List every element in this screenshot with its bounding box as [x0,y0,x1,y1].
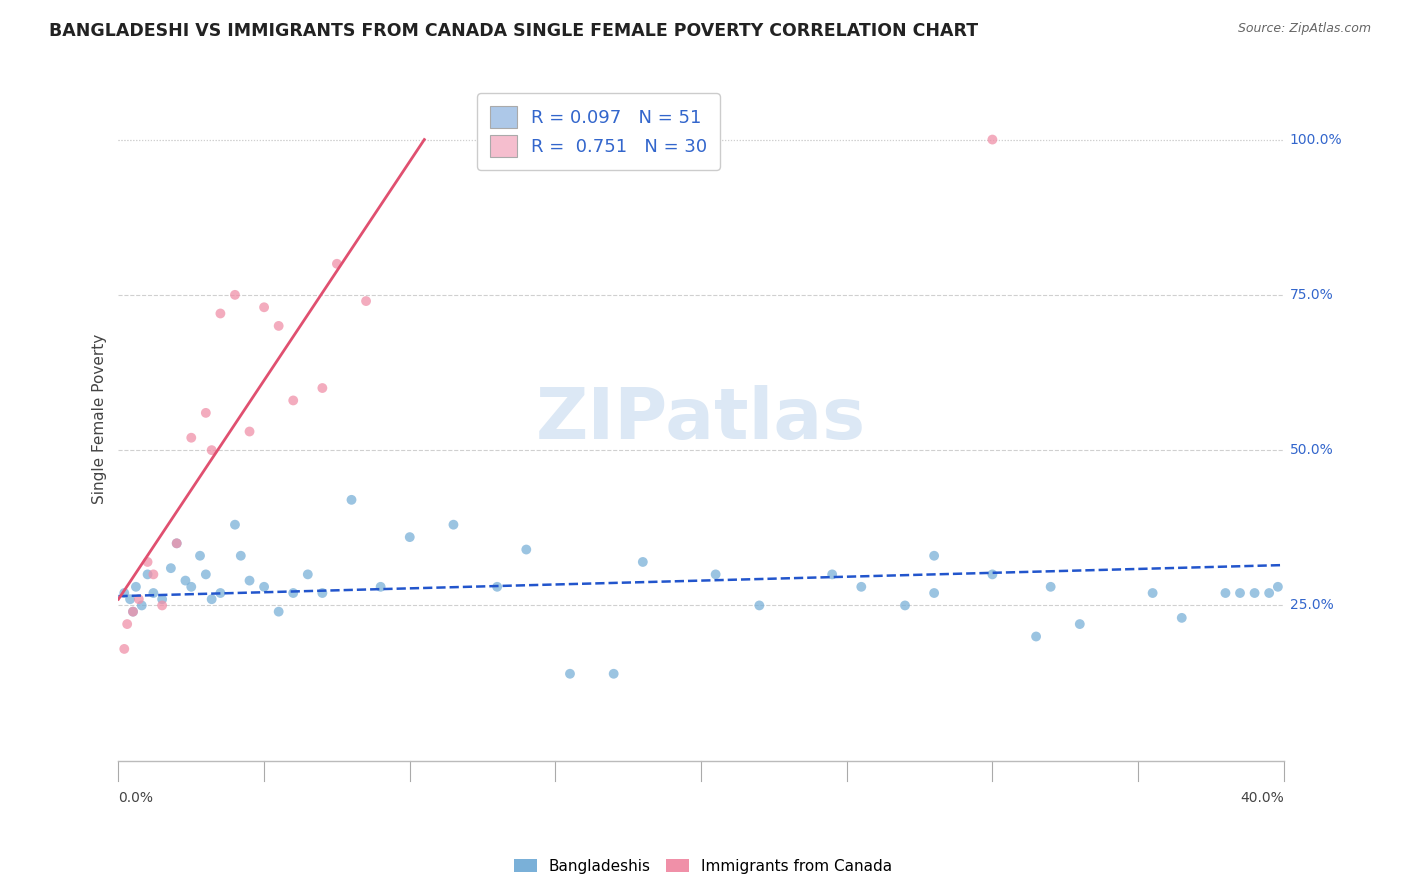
Point [267,605,290,619]
Point [201,443,224,458]
Point [1069,617,1091,632]
Point [150,592,173,607]
Point [229,549,252,563]
Point [340,492,363,507]
Point [981,132,1004,146]
Legend: R = 0.097   N = 51, R =  0.751   N = 30: R = 0.097 N = 51, R = 0.751 N = 30 [477,94,720,169]
Point [1258,586,1281,600]
Point [131,599,153,613]
Point [1229,586,1251,600]
Point [112,641,135,656]
Point [311,381,333,395]
Point [515,542,537,557]
Point [311,586,333,600]
Point [398,530,420,544]
Point [1243,586,1265,600]
Point [748,599,770,613]
Point [267,318,290,333]
Point [136,567,159,582]
Point [704,567,727,582]
Point [150,599,173,613]
Point [297,567,319,582]
Text: 100.0%: 100.0% [1289,133,1343,146]
Point [486,580,509,594]
Point [851,580,873,594]
Point [354,294,377,309]
Point [125,580,148,594]
Point [166,536,188,550]
Point [370,580,392,594]
Point [122,605,145,619]
Point [136,555,159,569]
Point [201,592,224,607]
Point [1039,580,1062,594]
Point [142,567,165,582]
Text: ZIPatlas: ZIPatlas [536,384,866,454]
Point [894,599,917,613]
Point [112,586,135,600]
Legend: Bangladeshis, Immigrants from Canada: Bangladeshis, Immigrants from Canada [508,853,898,880]
Point [115,617,138,632]
Y-axis label: Single Female Poverty: Single Female Poverty [93,334,107,504]
Point [631,555,654,569]
Point [209,306,232,320]
Point [224,517,246,532]
Point [558,666,581,681]
Point [122,605,145,619]
Point [128,592,150,607]
Point [142,586,165,600]
Point [180,431,202,445]
Point [981,567,1004,582]
Point [1025,630,1047,644]
Point [194,567,217,582]
Point [1215,586,1237,600]
Point [821,567,844,582]
Point [174,574,197,588]
Point [209,586,232,600]
Text: 0.0%: 0.0% [118,791,153,805]
Point [283,586,305,600]
Point [253,580,276,594]
Point [238,574,260,588]
Point [1267,580,1289,594]
Point [922,586,945,600]
Point [160,561,183,575]
Point [602,666,624,681]
Point [1142,586,1164,600]
Point [188,549,211,563]
Point [326,257,349,271]
Text: 40.0%: 40.0% [1240,791,1284,805]
Text: Source: ZipAtlas.com: Source: ZipAtlas.com [1237,22,1371,36]
Text: 50.0%: 50.0% [1289,443,1333,457]
Point [1171,611,1194,625]
Point [443,517,465,532]
Text: BANGLADESHI VS IMMIGRANTS FROM CANADA SINGLE FEMALE POVERTY CORRELATION CHART: BANGLADESHI VS IMMIGRANTS FROM CANADA SI… [49,22,979,40]
Point [120,592,142,607]
Point [922,549,945,563]
Point [166,536,188,550]
Point [180,580,202,594]
Point [253,300,276,314]
Text: 75.0%: 75.0% [1289,288,1333,301]
Point [283,393,305,408]
Point [238,425,260,439]
Point [224,288,246,302]
Text: 25.0%: 25.0% [1289,599,1333,613]
Point [194,406,217,420]
